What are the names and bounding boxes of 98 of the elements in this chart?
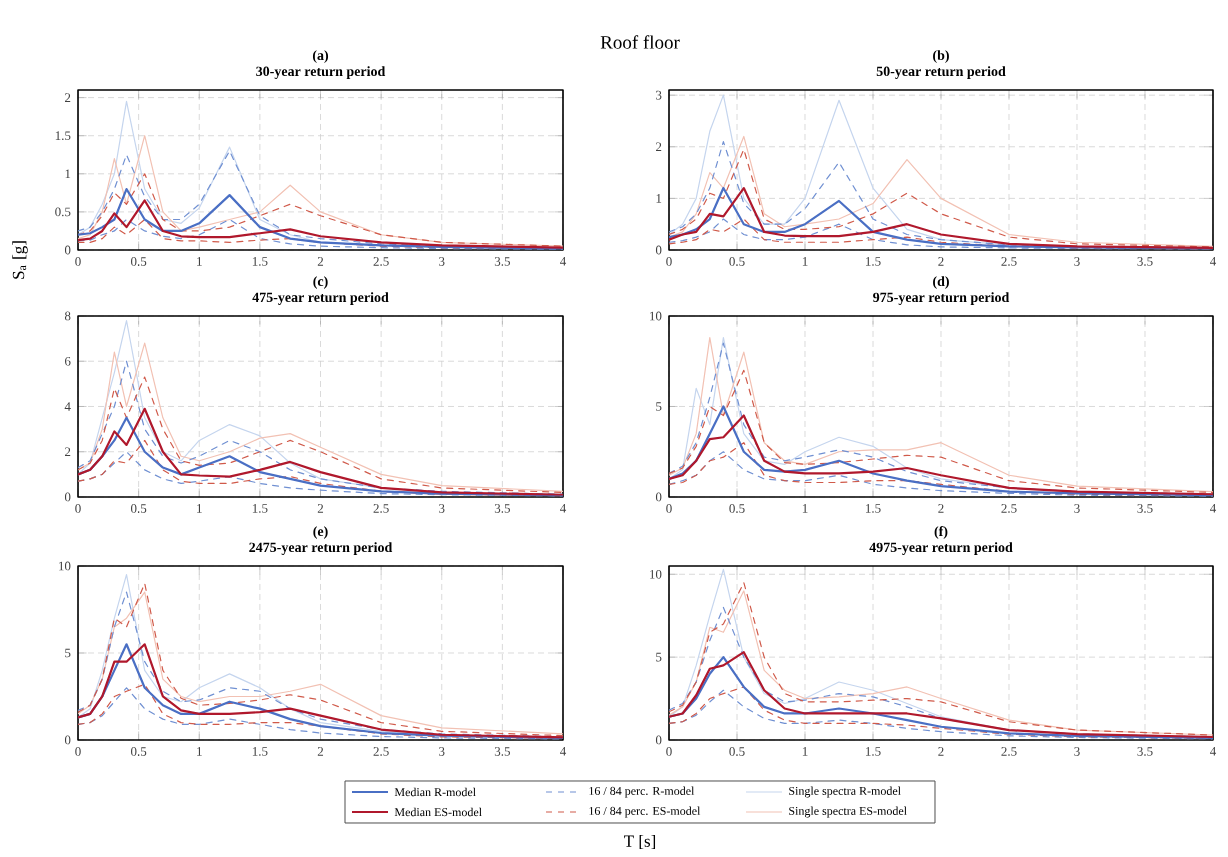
chart-subtitle: 50-year return period [876, 66, 1006, 79]
x-tick-label: 1 [197, 257, 202, 266]
x-tick-label: 1.5 [252, 747, 268, 756]
x-tick-label: 3 [439, 747, 445, 756]
x-tick-label: 0 [666, 747, 672, 756]
chart-title: (e) [313, 526, 328, 539]
x-tick-label: 3.5 [1137, 504, 1153, 513]
x-tick-label: 3.5 [1137, 257, 1153, 266]
x-tick-label: 2.5 [373, 747, 389, 756]
chart-subtitle: 475-year return period [252, 292, 389, 305]
x-tick-label: 2 [317, 257, 324, 266]
y-tick-label: 0.5 [55, 207, 71, 217]
chart-subtitle: 30-year return period [256, 66, 386, 79]
x-tick-label: 2.5 [1001, 257, 1017, 266]
x-tick-label: 1 [197, 747, 202, 756]
x-tick-label: 0.5 [729, 747, 745, 756]
y-tick-label: 0 [64, 492, 71, 502]
legend-label: Single spectra R-model [789, 786, 901, 798]
x-tick-label: 3 [439, 257, 445, 266]
y-tick-label: 10 [59, 561, 71, 571]
x-tick-label: 1 [197, 504, 202, 513]
x-tick-label: 0.5 [131, 504, 147, 513]
x-tick-label: 3 [1074, 257, 1080, 266]
x-tick-label: 3 [439, 504, 445, 513]
chart-title: (d) [933, 276, 949, 289]
x-tick-label: 3.5 [494, 257, 510, 266]
y-tick-label: 1.5 [55, 131, 71, 141]
y-tick-label: 8 [64, 311, 71, 321]
x-tick-label: 2.5 [373, 504, 389, 513]
chart-title: (c) [313, 276, 328, 289]
y-tick-label: 10 [650, 311, 662, 321]
x-tick-label: 1 [802, 747, 808, 756]
y-tick-label: 6 [65, 356, 71, 366]
y-tick-label: 2 [65, 447, 71, 457]
x-tick-label: 3 [1074, 504, 1080, 513]
x-tick-label: 2 [317, 747, 324, 756]
y-tick-label: 5 [656, 652, 662, 662]
x-tick-label: 4 [1209, 747, 1217, 756]
y-tick-label: 10 [650, 569, 662, 579]
y-tick-label: 0 [655, 492, 662, 502]
x-tick-label: 3.5 [494, 747, 510, 756]
chart-title: (b) [933, 50, 949, 63]
chart-title: (a) [312, 50, 329, 63]
x-tick-label: 1 [802, 257, 808, 266]
x-tick-label: 0 [75, 747, 81, 756]
x-tick-label: 0 [666, 504, 672, 513]
x-tick-label: 0 [666, 257, 672, 266]
text: S$_{a}$ [g] [12, 241, 28, 279]
x-tick-label: 2 [938, 747, 944, 756]
x-tick-label: 2.5 [373, 257, 389, 266]
y-tick-label: 0 [655, 245, 662, 255]
x-tick-label: 1.5 [866, 504, 881, 513]
y-tick-label: 0 [655, 735, 662, 745]
y-tick-label: 1 [65, 169, 71, 179]
chart-subtitle: 4975-year return period [869, 542, 1013, 555]
text: Roof floor [600, 35, 680, 49]
y-tick-label: 0 [64, 245, 71, 255]
x-tick-label: 4 [1209, 504, 1217, 513]
chart-subtitle: 2475-year return period [249, 542, 393, 555]
legend-label: 16 / 84 perc. ES-model [589, 806, 701, 818]
x-tick-label: 1 [802, 504, 808, 513]
legend-label: Median ES-model [394, 807, 482, 817]
x-tick-label: 0.5 [729, 257, 745, 266]
x-tick-label: 3 [1074, 747, 1080, 756]
text: T [s] [624, 834, 656, 850]
chart-subtitle: 975-year return period [873, 292, 1010, 305]
x-tick-label: 0.5 [131, 257, 147, 266]
y-tick-label: 2 [65, 93, 71, 102]
x-tick-label: 4 [1209, 257, 1217, 266]
x-tick-label: 0 [75, 504, 81, 513]
legend-label: Single spectra ES-model [789, 806, 907, 818]
x-tick-label: 1.5 [252, 257, 268, 266]
x-tick-label: 3.5 [1137, 747, 1153, 756]
y-tick-label: 0 [64, 735, 71, 745]
x-tick-label: 0.5 [729, 504, 745, 513]
x-tick-label: 4 [560, 504, 567, 513]
x-tick-label: 1.5 [866, 747, 881, 756]
y-tick-label: 3 [656, 90, 662, 100]
x-tick-label: 4 [560, 257, 567, 266]
legend-label: 16 / 84 perc. R-model [589, 786, 695, 798]
x-tick-label: 2 [938, 504, 944, 513]
y-tick-label: 1 [656, 194, 662, 203]
y-tick-label: 2 [656, 142, 662, 152]
chart-title: (f) [934, 526, 948, 539]
y-tick-label: 4 [64, 402, 71, 411]
x-tick-label: 1.5 [866, 257, 881, 266]
x-tick-label: 3.5 [494, 504, 510, 513]
x-tick-label: 2 [317, 504, 324, 513]
x-tick-label: 4 [560, 747, 567, 756]
y-tick-label: 5 [65, 648, 71, 658]
legend-label: Median R-model [394, 787, 476, 797]
x-tick-label: 2.5 [1001, 504, 1017, 513]
x-tick-label: 0.5 [131, 747, 147, 756]
y-tick-label: 5 [656, 402, 662, 411]
x-tick-label: 2.5 [1001, 747, 1017, 756]
x-tick-label: 0 [75, 257, 81, 266]
x-tick-label: 1.5 [252, 504, 268, 513]
x-tick-label: 2 [938, 257, 944, 266]
